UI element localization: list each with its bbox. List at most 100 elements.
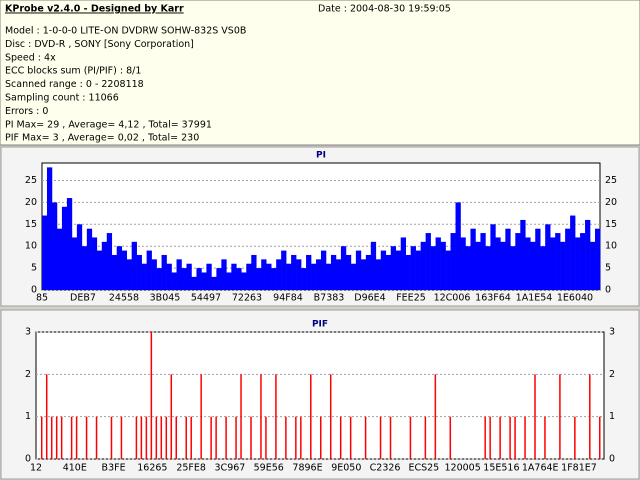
bar — [599, 416, 601, 459]
y-tick-label: 3 — [25, 327, 31, 338]
bar — [181, 268, 187, 290]
y-tick-label-right: 3 — [609, 327, 615, 338]
bar — [550, 237, 556, 290]
bar — [251, 254, 257, 290]
bar — [595, 228, 601, 290]
bar — [514, 416, 516, 459]
x-tick-label: C2326 — [370, 463, 401, 474]
y-tick-label-right: 5 — [605, 263, 611, 274]
bar — [364, 416, 367, 459]
bar — [231, 263, 237, 290]
bar — [495, 237, 501, 290]
bar — [151, 259, 157, 290]
bar — [45, 374, 48, 459]
bar — [271, 268, 277, 290]
x-tick-label: 12C006 — [434, 293, 471, 304]
x-tick-label: B3FE — [102, 463, 126, 474]
bar — [510, 246, 516, 290]
bar — [390, 246, 397, 290]
y-tick-label-right: 1 — [609, 411, 615, 422]
bar — [265, 416, 267, 459]
bar — [395, 250, 402, 290]
bar — [191, 276, 197, 290]
bar — [560, 241, 566, 290]
y-tick-label-right: 2 — [609, 369, 615, 380]
bar — [515, 233, 521, 290]
bar — [42, 215, 48, 290]
bar — [301, 268, 307, 290]
bar — [281, 250, 287, 290]
bar — [96, 250, 103, 290]
bar — [246, 263, 252, 290]
bar — [55, 416, 58, 459]
x-tick-label: D96E4 — [354, 293, 385, 304]
bar — [211, 276, 217, 290]
bar — [241, 272, 247, 290]
bar — [240, 374, 242, 459]
bar — [75, 416, 78, 459]
x-tick-label: 85 — [36, 293, 48, 304]
bar — [81, 246, 88, 290]
bar — [570, 215, 576, 290]
bar — [150, 332, 153, 459]
bar — [355, 250, 362, 290]
bar — [311, 263, 317, 290]
bar — [370, 241, 377, 290]
bar — [276, 259, 282, 290]
bar — [475, 241, 481, 290]
bar — [50, 416, 53, 459]
bar — [490, 224, 496, 290]
bar — [215, 416, 217, 459]
bar — [46, 167, 53, 290]
bar — [316, 259, 322, 290]
y-tick-label-right: 0 — [605, 285, 611, 296]
y-tick-label-right: 15 — [605, 219, 617, 230]
x-tick-label: 1E6040 — [557, 293, 593, 304]
bar — [135, 416, 138, 459]
bar — [200, 374, 202, 459]
bar — [310, 374, 312, 459]
bar — [405, 254, 411, 290]
bar — [545, 224, 551, 290]
bar — [339, 416, 342, 459]
info-line: Speed : 4x — [5, 52, 56, 63]
bar — [505, 228, 511, 290]
y-tick-label: 10 — [25, 241, 37, 252]
bar — [85, 416, 88, 459]
bar — [349, 416, 352, 459]
bar — [575, 237, 581, 290]
bar — [385, 254, 392, 290]
bar — [140, 416, 143, 459]
bar — [226, 272, 232, 290]
x-tick-label: 3C967 — [215, 463, 246, 474]
bar — [296, 259, 302, 290]
y-tick-label-right: 0 — [609, 454, 615, 465]
bar — [375, 259, 382, 290]
y-tick-label-right: 20 — [605, 197, 617, 208]
bar — [221, 259, 227, 290]
x-tick-label: 54497 — [191, 293, 221, 304]
bar — [116, 246, 123, 290]
bar — [71, 237, 78, 290]
bar — [380, 250, 387, 290]
bar — [235, 416, 237, 459]
x-tick-label: 1A764E — [522, 463, 559, 474]
bar — [76, 224, 83, 290]
x-tick-label: 24558 — [109, 293, 139, 304]
bar — [345, 254, 352, 290]
bar — [126, 259, 132, 290]
bar — [580, 233, 586, 290]
bar — [95, 416, 98, 459]
bar — [590, 241, 596, 290]
x-tick-label: 163F64 — [475, 293, 511, 304]
y-tick-label-right: 10 — [605, 241, 617, 252]
info-panel — [0, 0, 640, 146]
bar — [266, 263, 272, 290]
y-tick-label: 1 — [25, 411, 31, 422]
info-line: Model : 1-0-0-0 LITE-ON DVDRW SOHW-832S … — [5, 26, 246, 37]
bar — [70, 416, 73, 459]
bar — [540, 246, 546, 290]
bar — [66, 198, 73, 290]
bar — [190, 416, 192, 459]
